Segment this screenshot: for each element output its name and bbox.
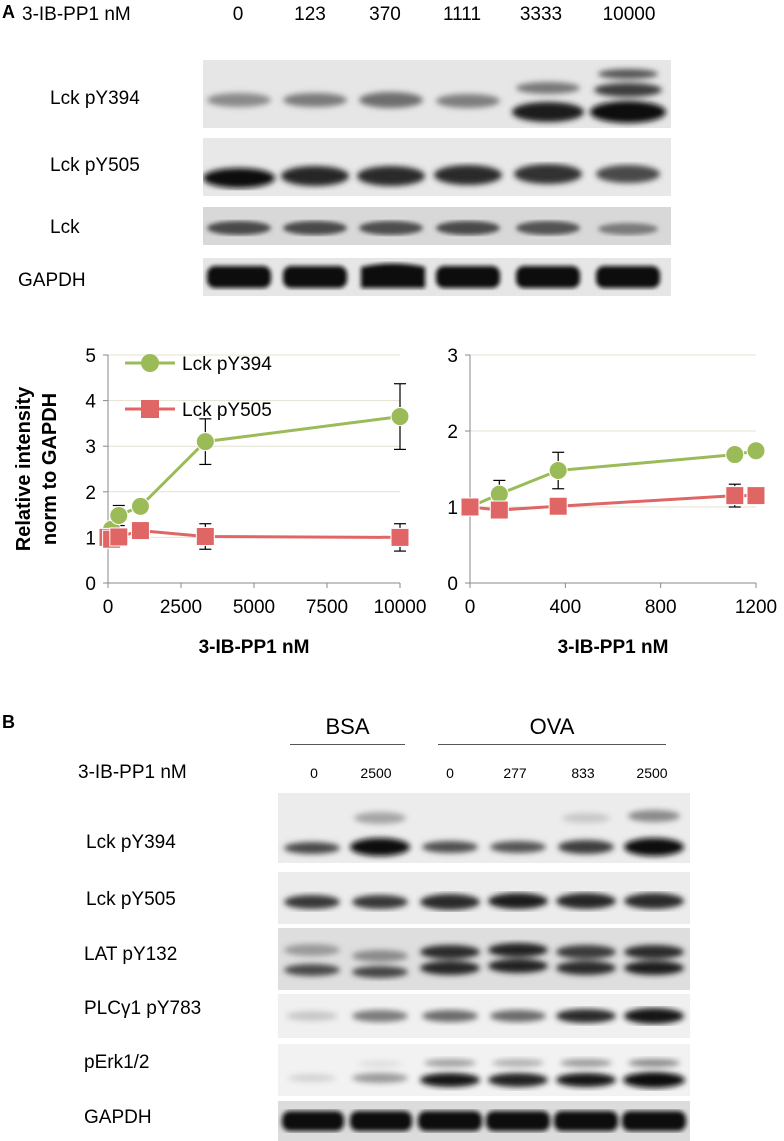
row-label-b-perk: pErk1/2 (84, 1052, 150, 1073)
legend-label-pY505: Lck pY505 (182, 400, 272, 421)
panel-a-charts: 0 1 2 3 4 5 0 2500 5000 7500 10000 3-IB-PP1 nM Re… (13, 346, 777, 658)
chart-right-x-label: 3-IB-PP1 nM (558, 637, 669, 658)
blot-b-plcg1-pY783 (278, 994, 690, 1038)
panel-b-letter: B (2, 712, 15, 732)
chart-left-x-label: 3-IB-PP1 nM (199, 637, 310, 658)
group-label-bsa: BSA (325, 714, 370, 739)
group-line-bsa (290, 744, 405, 745)
blot-b-lat-pY132 (278, 928, 690, 990)
c2-ytick-label-0: 0 (447, 574, 458, 595)
c1-point-pY394-5 (390, 407, 410, 427)
panel-a-letter: A (2, 2, 15, 22)
legend-label-pY394: Lck pY394 (182, 354, 272, 375)
c2-xtick-label-0: 0 (465, 597, 476, 618)
c1-ytick-label-1: 1 (85, 528, 96, 549)
c2-point-pY394-1 (489, 484, 509, 504)
panel-b-conc-label: 3-IB-PP1 nM (78, 762, 187, 783)
lane-label-b-3: 0 (446, 765, 454, 781)
c2-point-pY505-2 (548, 496, 568, 516)
c2-point-pY394-3 (725, 445, 745, 465)
blot-b-perk12 (278, 1044, 690, 1096)
blot-b-lck-pY394 (278, 793, 690, 863)
c2-point-pY394-4 (746, 441, 766, 461)
row-label-a-lck: Lck (50, 217, 80, 238)
c1-xtick-label-3: 7500 (306, 597, 348, 618)
legend-marker-pY505 (141, 400, 159, 418)
c2-xtick-label-2: 800 (645, 597, 677, 618)
group-label-ova: OVA (529, 714, 575, 739)
c2-point-pY505-4 (746, 486, 766, 506)
c1-xtick-label-4: 10000 (374, 597, 427, 618)
c1-xtick-label-1: 2500 (160, 597, 202, 618)
c1-xtick-label-2: 5000 (233, 597, 275, 618)
c1-point-pY505-2 (109, 527, 129, 547)
chart-left: 0 1 2 3 4 5 0 2500 5000 7500 10000 3-IB-PP1 nM Re… (13, 346, 426, 658)
blot-a-gapdh (203, 258, 671, 296)
c1-ytick-label-0: 0 (85, 574, 96, 595)
c1-ytick-label-3: 3 (85, 437, 96, 458)
blot-a-lck (203, 207, 671, 245)
blot-a-lck-pY394 (203, 60, 671, 128)
c2-ytick-label-1: 1 (447, 498, 458, 519)
c1-point-pY505-4 (195, 526, 215, 546)
c2-xtick-label-1: 400 (549, 597, 581, 618)
row-label-b-lat: LAT pY132 (84, 944, 178, 965)
lane-label-b-4: 277 (503, 765, 527, 781)
c2-point-pY505-0 (460, 497, 480, 517)
c1-xtick-label-0: 0 (103, 597, 114, 618)
row-label-b-gapdh: GAPDH (84, 1107, 152, 1128)
c1-point-pY394-3 (130, 496, 150, 516)
legend-marker-pY394 (141, 354, 159, 372)
c1-point-pY505-5 (390, 527, 410, 547)
c2-line-pY505 (469, 494, 756, 512)
c1-line-pY394 (106, 415, 401, 536)
row-label-b-plcg1: PLCγ1 pY783 (84, 998, 202, 1019)
row-label-b-pY394: Lck pY394 (86, 832, 176, 853)
row-label-b-pY505: Lck pY505 (86, 889, 176, 910)
blot-a-lck-pY505 (203, 138, 671, 196)
blot-b-lck-pY505 (278, 872, 690, 924)
c2-ytick-label-2: 2 (447, 422, 458, 443)
lane-label-a-1: 0 (232, 4, 244, 25)
lane-label-b-5: 833 (571, 765, 595, 781)
blot-b-gapdh (278, 1101, 690, 1141)
row-label-a-pY505: Lck pY505 (50, 155, 140, 176)
chart-right: 0 1 2 3 0 400 800 1200 3-IB-PP1 nM (447, 346, 777, 658)
lane-label-a-4: 1111 (442, 4, 482, 25)
group-line-ova (438, 744, 666, 745)
lane-label-b-6: 2500 (636, 765, 668, 781)
y-label-line2: norm to GAPDH (39, 393, 61, 545)
lane-label-b-2: 2500 (360, 765, 392, 781)
row-label-a-pY394: Lck pY394 (50, 88, 140, 109)
y-label-line1: Relative intensity (13, 386, 35, 551)
panel-a-conc-label: 3-IB-PP1 nM (22, 4, 131, 25)
chart-left-y-label: Relative intensity norm to GAPDH (13, 386, 61, 551)
c2-point-pY505-1 (489, 500, 509, 520)
lane-label-a-5: 3333 (519, 4, 563, 25)
c1-point-pY394-2 (109, 506, 129, 526)
lane-label-a-2: 123 (294, 4, 326, 25)
c1-point-pY394-4 (195, 432, 215, 452)
lane-label-b-1: 0 (310, 765, 318, 781)
c2-line-pY394 (469, 449, 757, 509)
c1-ytick-label-2: 2 (85, 483, 96, 504)
c2-point-pY505-3 (725, 486, 745, 506)
lane-label-a-6: 10000 (602, 4, 656, 25)
lane-label-a-3: 370 (369, 4, 401, 25)
c1-point-pY505-3 (130, 521, 150, 541)
c1-ytick-label-5: 5 (85, 346, 96, 367)
c2-ytick-label-3: 3 (447, 346, 458, 367)
c1-ytick-label-4: 4 (85, 392, 96, 413)
c1-line-pY505 (107, 529, 401, 541)
c2-point-pY394-2 (548, 461, 568, 481)
c2-xtick-label-3: 1200 (735, 597, 777, 618)
row-label-a-gapdh: GAPDH (18, 270, 86, 291)
